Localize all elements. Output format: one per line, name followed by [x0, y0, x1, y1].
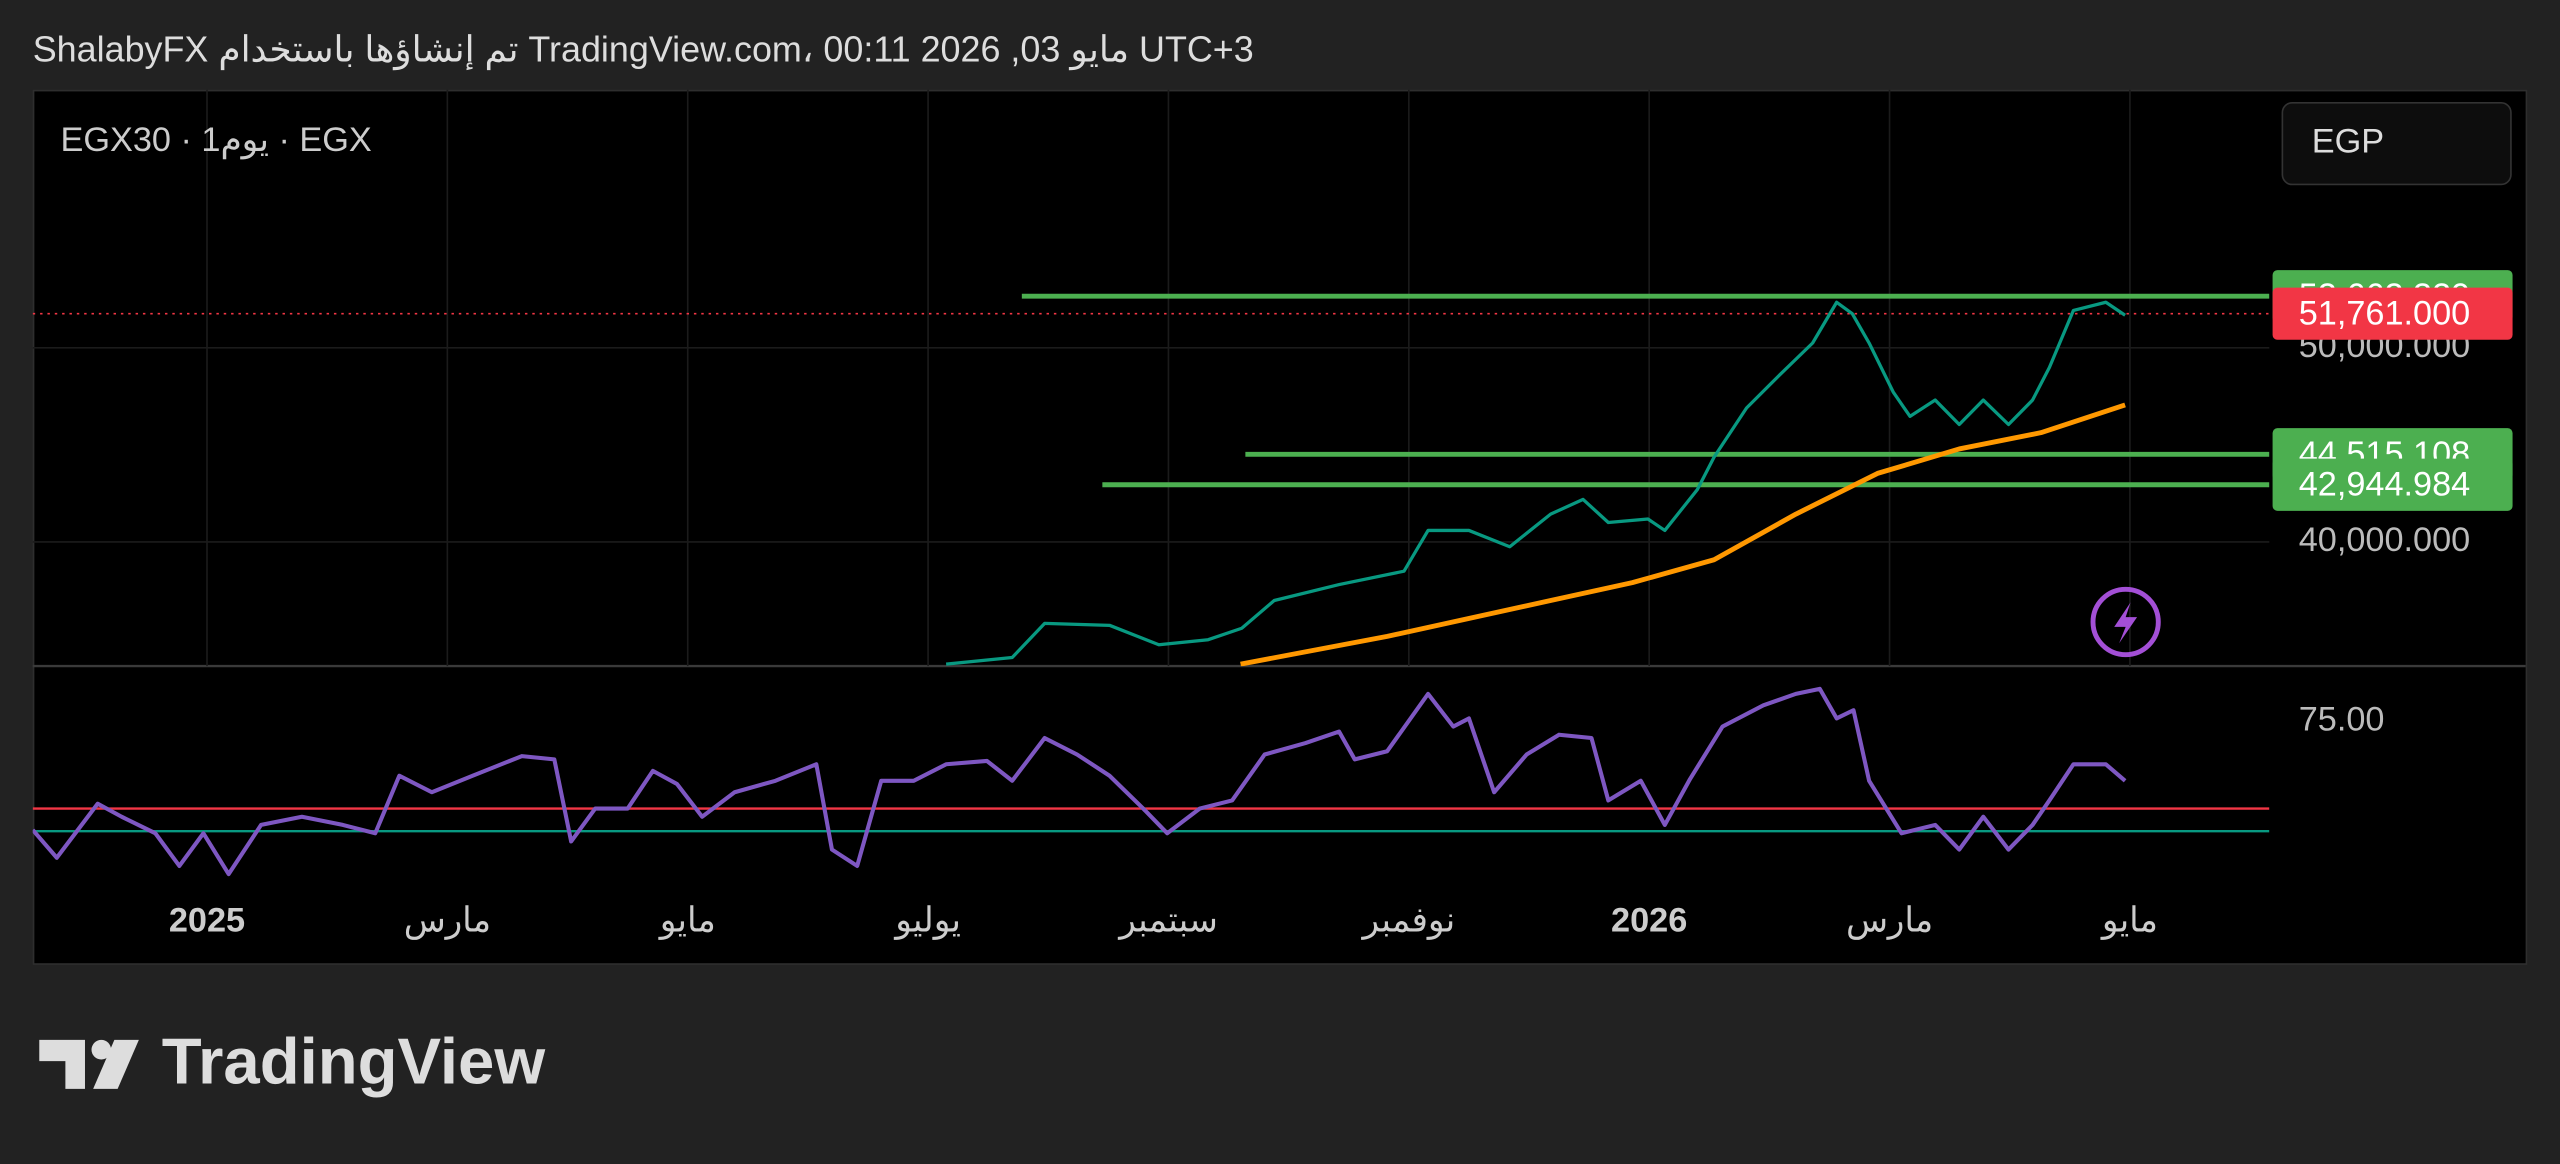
x-tick-label: مارس — [1846, 901, 1933, 940]
axis-labels: 40,000.00050,000.00052,662.32944,515.108… — [169, 270, 2513, 940]
symbol-title: EGX30 · 1يوم · EGX — [60, 121, 371, 160]
x-tick-label: 2026 — [1611, 901, 1687, 939]
series-line — [945, 300, 2127, 666]
price-pane — [32, 293, 2270, 667]
rsi-pane — [32, 686, 2270, 877]
last-price-label: 51,761.000 — [2299, 294, 2471, 332]
alert-bolt — [2114, 602, 2138, 644]
alert-icon[interactable] — [2090, 586, 2161, 658]
logo-part — [93, 1039, 139, 1089]
level-badge — [2272, 458, 2513, 511]
y-tick-label: 40,000.000 — [2299, 521, 2471, 559]
x-tick-label: 2025 — [169, 901, 245, 939]
header-credit: ShalabyFX تم إنشاؤها باستخدام TradingVie… — [33, 29, 1254, 71]
x-tick-label: سبتمبر — [1117, 901, 1217, 940]
currency-box[interactable] — [2281, 102, 2512, 186]
x-tick-label: مايو — [2100, 901, 2158, 940]
x-tick-label: يوليو — [893, 901, 961, 940]
x-tick-label: مارس — [404, 901, 491, 940]
grid — [32, 89, 2270, 667]
last-price-badge — [2272, 287, 2513, 340]
currency: EGP — [2312, 123, 2384, 161]
chart-panel — [32, 89, 2528, 965]
x-tick-label: مايو — [658, 901, 716, 940]
brand-logo — [39, 1039, 139, 1089]
logo-part — [39, 1039, 85, 1089]
series-line — [1240, 402, 2126, 667]
x-tick-label: نوفمبر — [1360, 901, 1455, 940]
y-tick-label: 75.00 — [2299, 701, 2385, 739]
brand-name: TradingView — [162, 1024, 546, 1097]
level-label: 42,944.984 — [2299, 465, 2471, 503]
logo-part — [91, 1039, 112, 1060]
series-line — [32, 686, 2127, 877]
